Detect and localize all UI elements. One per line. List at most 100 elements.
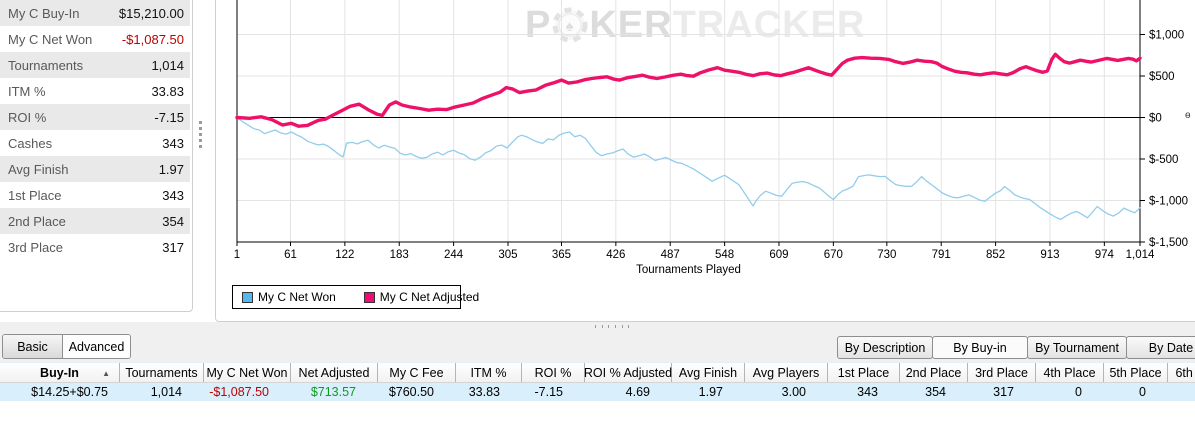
- stat-label: Cashes: [8, 136, 53, 151]
- x-tick-label: 61: [284, 249, 297, 261]
- stats-and-graph-section: My C Buy-In $15,210.00 My C Net Won -$1,087…: [0, 0, 1195, 322]
- x-tick-label: 1: [234, 249, 240, 261]
- column-header-tournaments[interactable]: Tournaments: [120, 363, 204, 382]
- by-tournament-button[interactable]: By Tournament: [1027, 336, 1127, 359]
- stat-label: 2nd Place: [8, 214, 66, 229]
- column-header-label: Buy-In: [40, 365, 79, 380]
- table-cell: 317: [993, 385, 1014, 399]
- table-cell: $713.57: [310, 385, 356, 399]
- column-header-3rd-place[interactable]: 3rd Place: [968, 363, 1036, 382]
- column-header-2nd-place[interactable]: 2nd Place: [900, 363, 968, 382]
- poker-chip-icon: ♠: [552, 7, 588, 43]
- net-adjusted-swatch-icon: [363, 291, 375, 303]
- column-header-label: ROI %: [534, 365, 572, 380]
- graph-panel: [215, 0, 1195, 322]
- column-header-label: 4th Place: [1043, 365, 1096, 380]
- table-cell: 1.97: [698, 385, 723, 399]
- legend-label-net-won: My C Net Won: [258, 290, 336, 304]
- stat-value: 1.97: [158, 162, 184, 177]
- by-buyin-button[interactable]: By Buy-in: [932, 336, 1028, 359]
- by-date-button[interactable]: By Date: [1126, 336, 1195, 359]
- summary-stats-list: My C Buy-In $15,210.00 My C Net Won -$1,087…: [0, 0, 192, 262]
- by-description-button[interactable]: By Description: [837, 336, 933, 359]
- stat-label: 1st Place: [8, 188, 62, 203]
- results-line-chart[interactable]: 1 61 122 183 244 305 365 426 487 548 609 670 730 791 8…: [219, 0, 1195, 322]
- stat-label: My C Net Won: [8, 32, 93, 47]
- stat-value: -7.15: [154, 110, 184, 125]
- stat-row[interactable]: ROI % -7.15: [0, 104, 190, 130]
- svg-text:♠: ♠: [566, 18, 575, 35]
- table-cell: 354: [925, 385, 946, 399]
- stat-value: $15,210.00: [118, 6, 184, 21]
- column-header-label: ROI % Adjusted: [583, 365, 673, 380]
- column-header-1st-place[interactable]: 1st Place: [828, 363, 900, 382]
- tab-basic[interactable]: Basic: [3, 335, 63, 358]
- column-header-my-c-net-won[interactable]: My C Net Won: [204, 363, 291, 382]
- series-my-c-net-adjusted: [235, 52, 1142, 128]
- table-cell: 0: [1075, 385, 1082, 399]
- table-cell: 0: [1139, 385, 1146, 399]
- table-cell: $14.25+$0.75: [31, 385, 108, 399]
- x-tick-label: 609: [769, 249, 788, 261]
- stat-row[interactable]: Cashes 343: [0, 130, 190, 156]
- column-header-avg-finish[interactable]: Avg Finish: [672, 363, 745, 382]
- report-view-buttons: By Description By Buy-in By Tournament B…: [837, 336, 1195, 359]
- column-header-itm-[interactable]: ITM %: [456, 363, 522, 382]
- x-tick-label: 183: [390, 249, 409, 261]
- column-header-6th-place[interactable]: 6th Place: [1168, 363, 1195, 382]
- stat-row[interactable]: Tournaments 1,014: [0, 52, 190, 78]
- table-row[interactable]: $14.25+$0.75 1,014 -$1,087.50 $713.57 $760.5…: [0, 383, 1195, 401]
- column-header-5th-place[interactable]: 5th Place: [1104, 363, 1168, 382]
- table-cell: 1,014: [150, 385, 182, 399]
- column-header-net-adjusted[interactable]: Net Adjusted: [291, 363, 378, 382]
- table-cell: [1168, 383, 1195, 401]
- table-cell: 343: [857, 385, 878, 399]
- table-cell: 33.83: [468, 385, 500, 399]
- table-header-row: Buy-In ▲ Tournaments My C Net Won Net Adjust…: [0, 362, 1195, 383]
- x-tick-label: 1,014: [1126, 249, 1155, 261]
- x-tick-label: 244: [444, 249, 464, 261]
- table-cell: -$1,087.50: [209, 385, 269, 399]
- table-cell: 3.00: [781, 385, 806, 399]
- x-tick-label: 305: [498, 249, 517, 261]
- pokertracker-watermark: P ♠ KER TRACKER: [525, 4, 865, 46]
- column-header-my-c-fee[interactable]: My C Fee: [378, 363, 456, 382]
- stat-row[interactable]: ITM % 33.83: [0, 78, 190, 104]
- x-tick-label: 974: [1095, 249, 1115, 261]
- watermark-text-tracker: TRACKER: [672, 3, 866, 46]
- column-header-label: My C Fee: [389, 365, 444, 380]
- vertical-splitter-handle[interactable]: [199, 118, 204, 154]
- x-tick-label: 122: [335, 249, 354, 261]
- watermark-text-ker: KER: [589, 3, 673, 46]
- results-table: Buy-In ▲ Tournaments My C Net Won Net Adjust…: [0, 362, 1195, 401]
- x-tick-label: 791: [932, 249, 951, 261]
- legend-item-net-won: My C Net Won: [242, 290, 336, 304]
- column-header-buy-in[interactable]: Buy-In ▲: [0, 363, 120, 382]
- column-header-label: 2nd Place: [905, 365, 962, 380]
- y-tick-label: $500: [1149, 71, 1175, 83]
- column-header-avg-players[interactable]: Avg Players: [745, 363, 828, 382]
- stat-row[interactable]: 2nd Place 354: [0, 208, 190, 234]
- column-header-4th-place[interactable]: 4th Place: [1036, 363, 1104, 382]
- stat-row[interactable]: 1st Place 343: [0, 182, 190, 208]
- tab-advanced[interactable]: Advanced: [63, 335, 130, 358]
- watermark-text-p: P: [525, 3, 552, 46]
- x-axis-title: Tournaments Played: [636, 264, 741, 276]
- stat-label: Tournaments: [8, 58, 84, 73]
- pan-origin-marker-icon: ɵ: [1185, 110, 1191, 121]
- column-header-label: 5th Place: [1109, 365, 1162, 380]
- stat-row[interactable]: Avg Finish 1.97: [0, 156, 190, 182]
- stat-row[interactable]: My C Net Won -$1,087.50: [0, 26, 190, 52]
- stat-value: 343: [162, 188, 184, 203]
- tab-group: Basic Advanced: [2, 334, 131, 359]
- x-tick-label: 913: [1040, 249, 1059, 261]
- stat-row[interactable]: My C Buy-In $15,210.00: [0, 0, 190, 26]
- x-tick-label: 426: [606, 249, 625, 261]
- stat-row[interactable]: 3rd Place 317: [0, 234, 190, 260]
- chart-legend: My C Net Won My C Net Adjusted: [232, 285, 479, 309]
- horizontal-splitter-handle[interactable]: [592, 325, 632, 330]
- column-header-roi-adjusted[interactable]: ROI % Adjusted: [583, 363, 673, 382]
- legend-label-net-adjusted: My C Net Adjusted: [379, 290, 480, 304]
- column-header-roi-[interactable]: ROI %: [522, 363, 585, 382]
- column-header-label: Net Adjusted: [298, 365, 370, 380]
